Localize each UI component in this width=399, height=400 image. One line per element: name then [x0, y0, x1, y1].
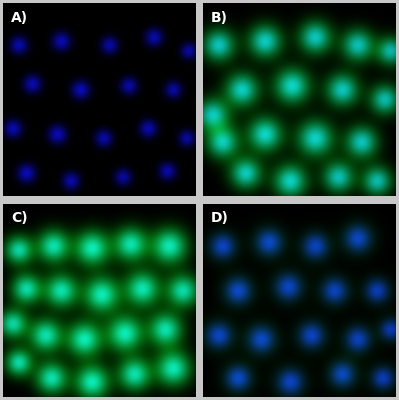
Text: B): B)	[211, 11, 228, 25]
Text: A): A)	[11, 11, 28, 25]
Text: C): C)	[11, 211, 28, 225]
Text: D): D)	[211, 211, 229, 225]
